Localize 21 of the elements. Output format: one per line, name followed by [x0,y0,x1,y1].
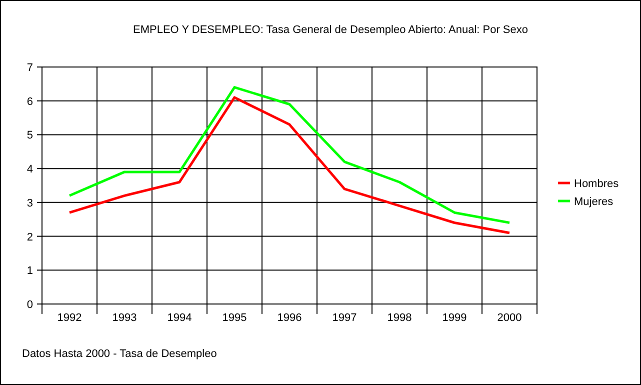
y-tick-label: 1 [26,265,33,278]
text: Datos Hasta 2000 - Tasa de Desempleo [22,348,217,360]
x-tick-label: 1997 [332,312,357,324]
y-tick-label: 5 [26,130,33,142]
x-tick-label: 1994 [167,312,192,324]
x-tick-label: 1993 [112,312,137,324]
y-tick-label: 6 [26,96,33,108]
legend-label: Hombres [574,178,620,190]
x-tick-label: 1996 [277,312,302,324]
chart-title: EMPLEO Y DESEMPLEO: Tasa General de Desempleo Abierto: Anual: Por Sexo [133,24,528,36]
x-tick-label: 1992 [57,312,82,324]
x-tick-label: 1998 [387,312,412,324]
y-tick-label: 7 [26,62,33,74]
x-tick-label: 1999 [442,312,467,324]
legend-label: Mujeres [574,196,614,208]
y-tick-label: 0 [26,299,33,311]
y-tick-label: 2 [26,231,33,244]
y-tick-label: 4 [26,164,33,176]
x-tick-label: 2000 [497,312,522,324]
x-tick-label: 1995 [222,312,247,324]
y-tick-label: 3 [26,197,33,210]
